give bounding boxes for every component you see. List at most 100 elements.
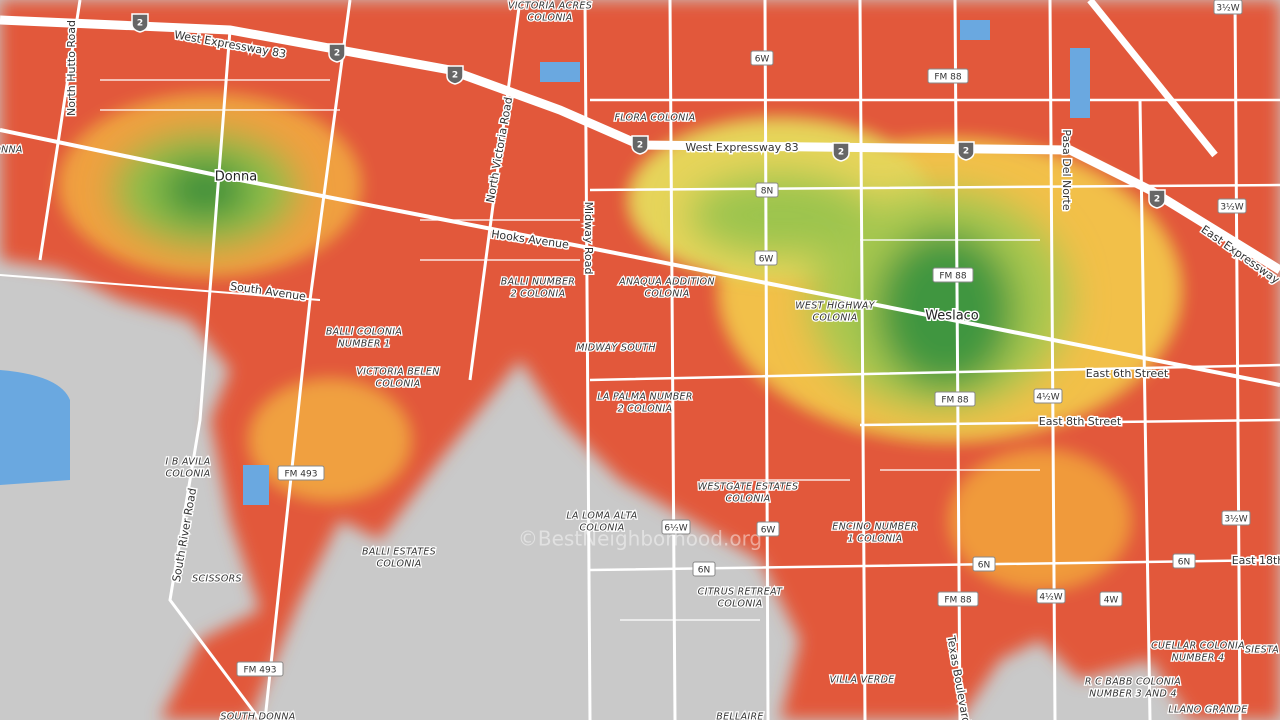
shield-label: 6W (759, 255, 774, 265)
route-shield: 8N (755, 182, 779, 198)
road-label: North Hutto Road (65, 20, 78, 116)
route-shield: 6W (750, 50, 774, 66)
colonia-label: CUELLAR COLONIA (1151, 641, 1245, 652)
shield-box (972, 556, 996, 572)
shield-label: FM 88 (941, 396, 969, 406)
shield-shape (631, 135, 649, 155)
shield-shape (328, 43, 346, 63)
shield-box (277, 465, 325, 481)
shield-box (932, 267, 974, 283)
shield-box (1172, 553, 1196, 569)
colonia-label: VICTORIA ACRES (508, 1, 592, 12)
place-label: Donna (215, 170, 257, 185)
colonia-label: COLONIA (579, 523, 624, 534)
shield-box (927, 68, 969, 84)
shield-shape (446, 65, 464, 85)
watermark: ©BestNeighborhood.org (518, 527, 762, 551)
route-shield: FM 88 (937, 591, 979, 607)
shield-label: FM 88 (939, 272, 967, 282)
interstate-shield: 2 (832, 142, 850, 162)
colonia-label: COLONIA (725, 494, 770, 505)
route-shield: 4½W (1036, 588, 1066, 604)
shield-label: FM 493 (285, 470, 318, 480)
shield-box (692, 561, 716, 577)
colonia-label: NUMBER 1 (338, 339, 391, 350)
route-shield: 4½W (1033, 388, 1063, 404)
route-shield: 6N (972, 556, 996, 572)
colonia-label: COLONIA (644, 289, 689, 300)
shield-label: 6W (755, 55, 770, 65)
shield-label: 6N (978, 561, 990, 571)
colonia-label: 1 COLONIA (848, 534, 903, 545)
shield-shape (832, 142, 850, 162)
shield-label: 8N (761, 187, 773, 197)
colonia-label: COLONIA (527, 13, 572, 24)
shield-shape (957, 141, 975, 161)
shield-number: 2 (452, 71, 458, 81)
colonia-label: I B AVILA (165, 457, 210, 468)
colonia-label: LLANO GRANDE (1168, 705, 1247, 716)
shield-label: 6N (1178, 558, 1190, 568)
colonia-label: 2 COLONIA (618, 404, 673, 415)
shield-label: FM 493 (244, 666, 277, 676)
shield-label: 6N (698, 566, 710, 576)
colonia-label: ANAQUA ADDITION (618, 277, 715, 288)
shield-box (236, 661, 284, 677)
shield-box (755, 182, 779, 198)
route-shield: 6W (754, 250, 778, 266)
shield-label: 3½W (1220, 203, 1243, 213)
colonia-label: VICTORIA BELEN (356, 367, 439, 378)
shield-number: 2 (637, 141, 643, 151)
colonia-label: R C BABB COLONIA (1085, 677, 1181, 688)
shield-box (1099, 591, 1123, 607)
water (0, 20, 1090, 505)
route-shield: 6W (756, 521, 780, 537)
colonia-label: SOUTH DONNA (220, 712, 295, 720)
shield-number: 2 (963, 147, 969, 157)
shield-box (756, 521, 780, 537)
route-shield: 6N (692, 561, 716, 577)
colonia-label: BALLI ESTATES (362, 547, 436, 558)
shield-number: 2 (1154, 195, 1160, 205)
route-shield: 6N (1172, 553, 1196, 569)
route-shield: 4W (1099, 591, 1123, 607)
colonia-label: BALLI COLONIA (326, 327, 402, 338)
colonia-label: NUMBER 3 AND 4 (1089, 689, 1177, 700)
road-label: Midway Road (582, 202, 595, 275)
shield-shape (131, 13, 149, 33)
shield-label: 6½W (664, 524, 687, 534)
shield-label: FM 88 (944, 596, 972, 606)
road-label: East 18th (1232, 554, 1280, 567)
interstate-shield: 2 (131, 13, 149, 33)
shield-number: 2 (137, 19, 143, 29)
route-shield: 3½W (1217, 198, 1247, 214)
colonia-label: LA LOMA ALTA (566, 511, 637, 522)
colonia-label: COLONIA (376, 559, 421, 570)
shield-box (1213, 0, 1243, 15)
shield-box (1221, 510, 1251, 526)
route-shield: FM 88 (932, 267, 974, 283)
colonia-label: BELLAIRE (716, 712, 763, 720)
route-shield: 3½W (1213, 0, 1243, 15)
colonia-label: NUMBER 4 (1172, 653, 1225, 664)
interstate-shield: 2 (957, 141, 975, 161)
colonia-label: WEST HIGHWAY (795, 301, 875, 312)
road-label: Pasa Del Norte (1060, 129, 1073, 210)
route-shield: 3½W (1221, 510, 1251, 526)
colonia-label: COLONIA (812, 313, 857, 324)
colonia-label: SCISSORS (192, 574, 242, 585)
shield-label: 4½W (1039, 593, 1062, 603)
colonia-label: 2 COLONIA (511, 289, 566, 300)
interstate-shield: 2 (446, 65, 464, 85)
place-label: Weslaco (925, 309, 979, 324)
shield-number: 2 (838, 148, 844, 158)
colonia-label: COLONIA (165, 469, 210, 480)
colonia-label: CITRUS RETREAT (698, 587, 784, 598)
colonia-label: FLORA COLONIA (615, 113, 696, 124)
shield-box (754, 250, 778, 266)
shield-shape (1148, 189, 1166, 209)
shield-box (934, 391, 976, 407)
route-shield: FM 88 (934, 391, 976, 407)
colonia-label: MIDWAY SOUTH (576, 343, 656, 354)
